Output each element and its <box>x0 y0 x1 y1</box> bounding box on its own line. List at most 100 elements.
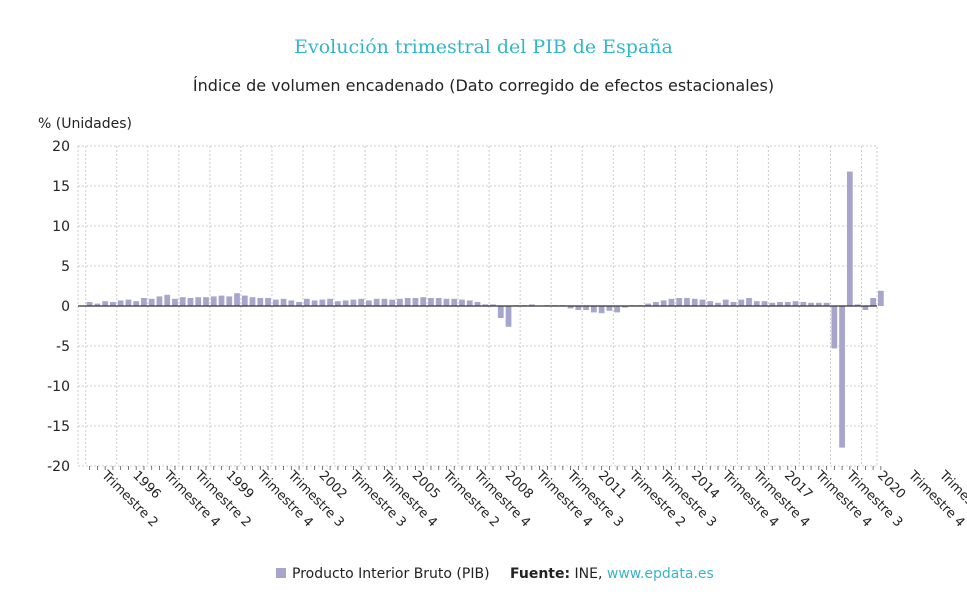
bar[interactable] <box>288 300 295 306</box>
bar[interactable] <box>249 297 256 306</box>
bar[interactable] <box>420 297 427 306</box>
bar[interactable] <box>598 306 605 314</box>
bar[interactable] <box>226 296 233 306</box>
bar[interactable] <box>660 300 667 306</box>
bar[interactable] <box>777 302 783 306</box>
bar[interactable] <box>141 298 147 306</box>
bar[interactable] <box>730 302 737 306</box>
bar[interactable] <box>668 298 675 306</box>
bar[interactable] <box>738 299 745 306</box>
bar[interactable] <box>94 303 101 306</box>
bar[interactable] <box>366 300 372 306</box>
bar[interactable] <box>86 302 93 306</box>
bar[interactable] <box>839 306 845 448</box>
bar[interactable] <box>257 298 264 306</box>
bar[interactable] <box>172 298 178 306</box>
bar[interactable] <box>808 302 814 306</box>
bar[interactable] <box>653 302 659 306</box>
bar[interactable] <box>614 306 621 313</box>
bar[interactable] <box>272 299 279 306</box>
bar[interactable] <box>373 298 380 306</box>
bar[interactable] <box>823 302 830 306</box>
bar[interactable] <box>397 298 403 306</box>
bar[interactable] <box>179 297 186 306</box>
bar[interactable] <box>451 298 458 306</box>
bar[interactable] <box>110 302 116 306</box>
bar[interactable] <box>854 304 861 306</box>
bar[interactable] <box>769 302 776 306</box>
bar[interactable] <box>684 298 690 306</box>
bar[interactable] <box>575 306 582 310</box>
bar[interactable] <box>815 302 822 306</box>
bar[interactable] <box>800 302 807 306</box>
bar[interactable] <box>187 298 194 306</box>
source-text: INE, <box>574 566 603 582</box>
bar[interactable] <box>699 299 706 306</box>
bar[interactable] <box>102 301 109 306</box>
bar[interactable] <box>645 303 652 306</box>
bar[interactable] <box>753 301 760 306</box>
bar[interactable] <box>327 298 333 306</box>
bar[interactable] <box>691 298 698 306</box>
bar[interactable] <box>482 304 489 306</box>
bar[interactable] <box>412 298 419 306</box>
bar[interactable] <box>862 306 869 310</box>
bar[interactable] <box>707 301 714 306</box>
bar[interactable] <box>334 301 341 306</box>
bar[interactable] <box>203 297 209 306</box>
bar[interactable] <box>389 299 396 306</box>
bar[interactable] <box>342 300 349 306</box>
source-link[interactable]: www.epdata.es <box>606 566 714 582</box>
bar[interactable] <box>303 298 310 306</box>
bar[interactable] <box>234 293 240 306</box>
bar[interactable] <box>715 302 721 306</box>
bar[interactable] <box>210 296 217 306</box>
bar[interactable] <box>381 298 388 306</box>
bar[interactable] <box>164 294 171 306</box>
bar[interactable] <box>497 306 504 318</box>
bar[interactable] <box>583 306 589 310</box>
bar[interactable] <box>241 295 248 306</box>
bar[interactable] <box>878 290 884 306</box>
bar[interactable] <box>404 298 411 306</box>
bar[interactable] <box>218 295 225 306</box>
bar[interactable] <box>606 306 613 311</box>
bar[interactable] <box>722 299 729 306</box>
bar[interactable] <box>350 299 357 306</box>
bar[interactable] <box>156 296 163 306</box>
bar[interactable] <box>296 302 302 306</box>
bar[interactable] <box>505 306 512 327</box>
bar[interactable] <box>870 298 876 306</box>
bar[interactable] <box>148 298 155 306</box>
bar[interactable] <box>358 298 365 306</box>
bar[interactable] <box>567 306 574 309</box>
bar[interactable] <box>117 300 124 306</box>
bar[interactable] <box>746 298 752 306</box>
bar[interactable] <box>428 298 434 306</box>
source-prefix: Fuente: <box>510 566 571 582</box>
bar[interactable] <box>831 306 838 349</box>
bar[interactable] <box>792 301 799 306</box>
bar[interactable] <box>311 300 318 306</box>
bar[interactable] <box>265 298 271 306</box>
bar[interactable] <box>319 299 326 306</box>
bar[interactable] <box>280 298 287 306</box>
bar[interactable] <box>466 300 473 306</box>
bar[interactable] <box>622 306 628 308</box>
bar[interactable] <box>846 171 853 306</box>
bar[interactable] <box>528 304 535 306</box>
bar[interactable] <box>443 298 450 306</box>
bar[interactable] <box>590 306 597 313</box>
bar[interactable] <box>676 298 683 306</box>
legend-item[interactable]: Producto Interior Bruto (PIB) <box>276 566 490 582</box>
bar[interactable] <box>133 301 140 306</box>
bar[interactable] <box>195 297 202 306</box>
bar[interactable] <box>459 299 465 306</box>
bar[interactable] <box>784 302 791 306</box>
bar[interactable] <box>125 299 132 306</box>
bar[interactable] <box>490 304 496 306</box>
bar[interactable] <box>761 301 768 306</box>
bar[interactable] <box>435 298 442 306</box>
bar[interactable] <box>474 302 481 306</box>
